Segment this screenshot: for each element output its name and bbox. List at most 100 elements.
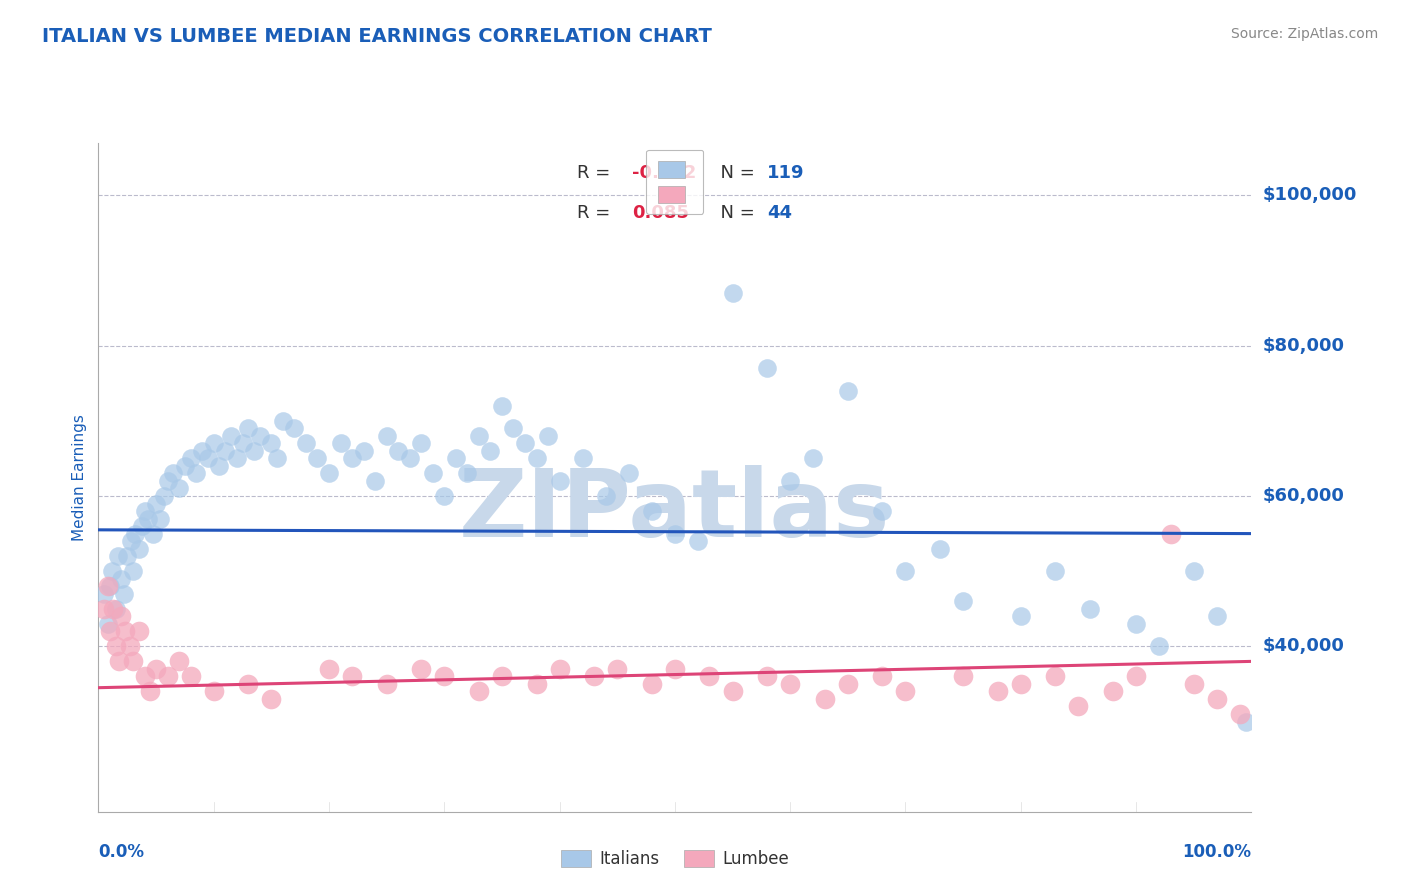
Point <box>398 451 420 466</box>
Point <box>271 414 294 428</box>
Point <box>548 662 571 676</box>
Point <box>1234 714 1257 729</box>
Point <box>433 669 456 683</box>
Point <box>1205 692 1227 706</box>
Point <box>894 684 917 698</box>
Point <box>202 684 225 698</box>
Point <box>329 436 352 450</box>
Point <box>108 654 131 668</box>
Point <box>699 669 721 683</box>
Point <box>1102 684 1125 698</box>
Point <box>1229 706 1251 721</box>
Point <box>134 504 156 518</box>
Point <box>364 474 387 488</box>
Point <box>606 662 628 676</box>
Point <box>101 564 124 578</box>
Point <box>479 444 502 458</box>
Point <box>225 451 247 466</box>
Point <box>98 624 121 639</box>
Point <box>167 482 190 496</box>
Point <box>641 504 664 518</box>
Point <box>987 684 1010 698</box>
Point <box>340 669 363 683</box>
Point <box>801 451 824 466</box>
Point <box>1010 609 1032 624</box>
Point <box>186 467 208 481</box>
Point <box>779 677 801 691</box>
Point <box>136 511 159 525</box>
Point <box>122 564 145 578</box>
Text: N =: N = <box>710 204 761 222</box>
Point <box>387 444 409 458</box>
Point <box>548 474 571 488</box>
Text: R =: R = <box>576 164 616 182</box>
Point <box>243 444 266 458</box>
Point <box>231 436 254 450</box>
Point <box>353 444 375 458</box>
Point <box>156 669 179 683</box>
Point <box>167 654 190 668</box>
Point <box>145 662 167 676</box>
Point <box>93 601 115 615</box>
Point <box>120 534 142 549</box>
Point <box>260 692 283 706</box>
Point <box>411 436 433 450</box>
Point <box>208 458 231 473</box>
Point <box>721 684 744 698</box>
Point <box>583 669 606 683</box>
Point <box>307 451 329 466</box>
Point <box>153 489 176 503</box>
Point <box>1045 564 1067 578</box>
Point <box>1205 609 1227 624</box>
Text: 100.0%: 100.0% <box>1182 843 1251 861</box>
Point <box>491 669 513 683</box>
Point <box>756 669 779 683</box>
Point <box>756 361 779 376</box>
Point <box>837 384 859 398</box>
Text: 119: 119 <box>768 164 804 182</box>
Point <box>156 474 179 488</box>
Point <box>1078 601 1101 615</box>
Point <box>142 526 165 541</box>
Point <box>118 640 141 654</box>
Point <box>114 624 136 639</box>
Point <box>117 549 139 563</box>
Point <box>1182 677 1205 691</box>
Text: 0.0%: 0.0% <box>98 843 145 861</box>
Point <box>502 421 524 435</box>
Point <box>202 436 225 450</box>
Point <box>97 616 120 631</box>
Point <box>93 587 115 601</box>
Y-axis label: Median Earnings: Median Earnings <box>72 414 87 541</box>
Point <box>162 467 184 481</box>
Point <box>837 677 859 691</box>
Text: 44: 44 <box>768 204 792 222</box>
Point <box>219 429 242 443</box>
Point <box>145 496 167 510</box>
Point <box>526 677 548 691</box>
Point <box>134 669 156 683</box>
Point <box>174 458 197 473</box>
Point <box>1125 669 1147 683</box>
Point <box>664 526 686 541</box>
Point <box>929 541 952 556</box>
Text: R =: R = <box>576 204 616 222</box>
Point <box>1010 677 1032 691</box>
Point <box>110 609 132 624</box>
Point <box>468 429 491 443</box>
Point <box>375 677 398 691</box>
Point <box>444 451 467 466</box>
Text: $40,000: $40,000 <box>1263 638 1344 656</box>
Point <box>260 436 283 450</box>
Point <box>617 467 640 481</box>
Point <box>952 594 974 608</box>
Point <box>1067 699 1090 714</box>
Point <box>112 587 135 601</box>
Point <box>266 451 288 466</box>
Text: $100,000: $100,000 <box>1263 186 1357 204</box>
Point <box>872 504 894 518</box>
Point <box>148 511 170 525</box>
Point <box>107 549 129 563</box>
Point <box>433 489 456 503</box>
Point <box>104 601 127 615</box>
